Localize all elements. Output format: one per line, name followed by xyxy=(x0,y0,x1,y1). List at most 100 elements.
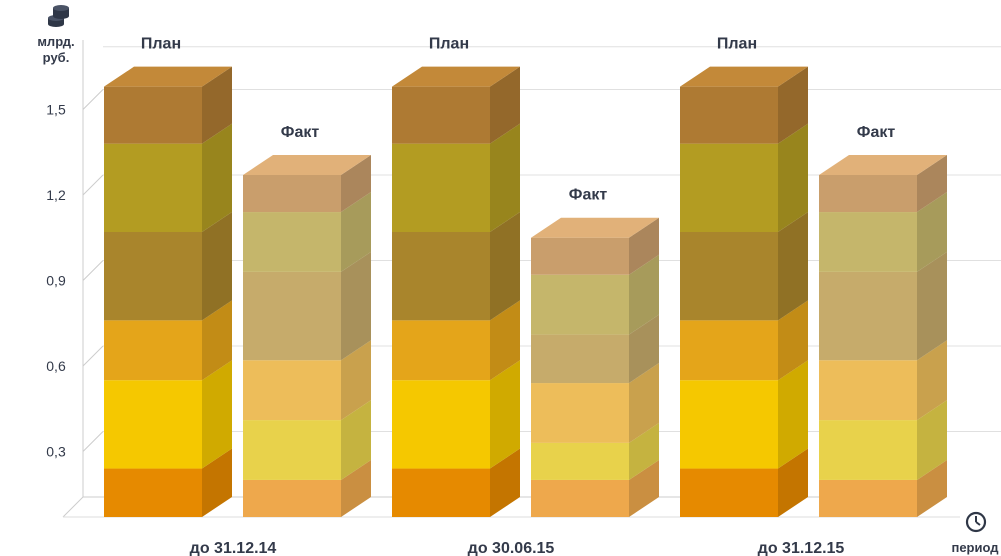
plan-bar-segment xyxy=(680,232,778,321)
plan-bar-segment xyxy=(392,468,490,517)
fact-bar-segment-side xyxy=(629,459,659,517)
fact-bar-segment xyxy=(531,237,629,275)
fact-bar-segment xyxy=(531,383,629,443)
plan-bar-segment-side xyxy=(202,300,232,381)
plan-bar-label: План xyxy=(717,36,757,53)
plan-bar-segment xyxy=(680,86,778,144)
fact-bar-segment-side xyxy=(629,422,659,480)
plan-bar-segment-side xyxy=(202,212,232,321)
fact-bar-segment xyxy=(531,442,629,480)
plan-bar-segment xyxy=(680,143,778,232)
plan-bar-segment xyxy=(392,143,490,232)
plan-bar-segment-side xyxy=(202,448,232,517)
labels: 0,3 0,6 0,9 1,2 1,5 млрд.руб. План Факт до 31.12… xyxy=(37,34,895,556)
fact-bar-segment-side xyxy=(341,459,371,517)
plan-bar-segment xyxy=(104,86,202,144)
fact-bar-segment-side xyxy=(917,155,947,213)
coins-icon xyxy=(48,5,69,27)
plan-bar-segment-side xyxy=(778,300,808,381)
plan-bar-top xyxy=(680,66,808,87)
plan-bar-segment xyxy=(104,320,202,381)
plan-bar-segment xyxy=(392,380,490,469)
fact-bar-segment-side xyxy=(629,314,659,384)
fact-bar-segment xyxy=(819,420,917,480)
fact-bar xyxy=(243,155,371,517)
plan-bar-segment-side xyxy=(490,448,520,517)
grid-line-diag xyxy=(82,89,104,110)
plan-bar-segment xyxy=(392,86,490,144)
fact-bar-segment xyxy=(819,271,917,361)
fact-bar-segment-side xyxy=(341,400,371,480)
fact-bar-segment xyxy=(243,212,341,272)
plan-bar-segment-side xyxy=(778,212,808,321)
bars xyxy=(104,66,947,517)
fact-bar-segment-side xyxy=(917,400,947,480)
fact-bar-segment xyxy=(531,274,629,335)
plan-bar-segment xyxy=(680,380,778,469)
plan-bar-segment-side xyxy=(202,360,232,469)
plan-bar xyxy=(392,66,520,517)
fact-bar xyxy=(819,155,947,517)
fact-bar-top xyxy=(243,155,371,175)
fact-bar xyxy=(531,217,659,517)
plan-bar-segment-side xyxy=(202,66,232,144)
plan-bar-segment xyxy=(392,232,490,321)
fact-bar-segment-side xyxy=(917,192,947,272)
fact-bar-segment-side xyxy=(917,340,947,421)
plan-bar-segment-side xyxy=(778,448,808,517)
plan-bar-segment xyxy=(104,143,202,232)
plan-bar-segment-side xyxy=(202,123,232,232)
fact-bar-segment xyxy=(819,360,917,421)
plan-bar-segment-side xyxy=(490,66,520,144)
plan-bar-top xyxy=(104,66,232,87)
fact-bar-segment xyxy=(819,212,917,272)
fact-bar-segment xyxy=(531,479,629,517)
plan-bar-segment-side xyxy=(778,360,808,469)
plan-bar-segment xyxy=(680,320,778,381)
fact-bar-top xyxy=(531,217,659,238)
plan-bar-segment xyxy=(104,232,202,321)
fact-bar-segment xyxy=(243,175,341,213)
fact-bar-segment-side xyxy=(629,363,659,443)
y-tick-label: 0,3 xyxy=(46,444,66,460)
plan-bar xyxy=(680,66,808,517)
grid-line-diag xyxy=(82,260,104,281)
plan-bar-segment-side xyxy=(490,300,520,381)
y-axis-label: руб. xyxy=(43,50,70,65)
plan-bar xyxy=(104,66,232,517)
fact-bar-segment-side xyxy=(341,192,371,272)
fact-bar-segment xyxy=(243,360,341,421)
fact-bar-top xyxy=(819,155,947,175)
plan-bar-segment xyxy=(104,380,202,469)
fact-bar-segment xyxy=(243,271,341,361)
plan-bar-segment-side xyxy=(778,123,808,232)
fact-bar-label: Факт xyxy=(857,124,896,141)
fact-bar-label: Факт xyxy=(281,124,320,141)
fact-bar-segment xyxy=(243,479,341,517)
fact-bar-segment-side xyxy=(341,340,371,421)
x-axis-diag xyxy=(62,496,84,518)
grid-line-diag xyxy=(82,345,104,367)
y-tick-label: 0,6 xyxy=(46,358,66,374)
y-tick-label: 0,9 xyxy=(46,273,66,289)
fact-bar-segment-side xyxy=(341,251,371,361)
clock-icon xyxy=(965,511,987,533)
x-category-label: до 30.06.15 xyxy=(468,540,555,556)
y-tick-label: 1,2 xyxy=(46,187,66,203)
fact-bar-segment-side xyxy=(341,155,371,213)
fact-bar-label: Факт xyxy=(569,187,608,204)
y-axis-label: млрд. xyxy=(37,34,74,49)
x-category-label: до 31.12.15 xyxy=(758,540,845,556)
grid-line-diag xyxy=(82,431,104,452)
x-category-label: до 31.12.14 xyxy=(190,540,277,556)
fact-bar-segment-side xyxy=(917,459,947,517)
plan-bar-segment xyxy=(680,468,778,517)
plan-bar-segment-side xyxy=(490,212,520,321)
fact-bar-segment-side xyxy=(629,254,659,335)
grid-line-diag xyxy=(82,174,104,196)
fact-bar-segment xyxy=(819,479,917,517)
fact-bar-segment-side xyxy=(629,217,659,275)
plan-bar-label: План xyxy=(141,36,181,53)
plan-bar-segment-side xyxy=(778,66,808,144)
